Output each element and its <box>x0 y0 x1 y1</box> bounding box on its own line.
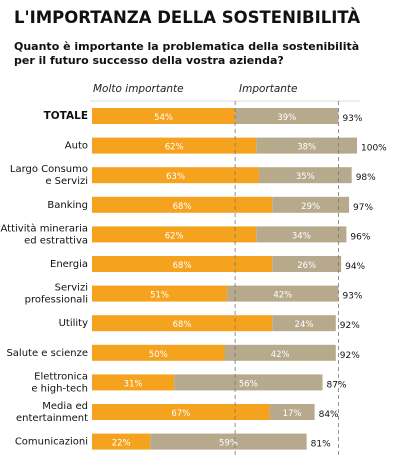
category-label: Auto <box>65 141 88 152</box>
value-label: 59% <box>219 438 238 448</box>
bar-segment <box>92 226 257 243</box>
bar-segment <box>272 256 342 272</box>
value-label: 38% <box>297 142 316 152</box>
chart-subtitle: Quanto è importante la problematica dell… <box>14 40 359 67</box>
bar-segment <box>174 374 323 391</box>
value-label: 34% <box>292 231 311 241</box>
chart-title: L'IMPORTANZA DELLA SOSTENIBILITÀ <box>14 8 360 27</box>
total-label: 84% <box>319 410 339 420</box>
bar-segment <box>272 196 350 213</box>
category-label: Elettronica e high-tech <box>31 371 88 394</box>
total-label: 81% <box>311 439 331 449</box>
bar-segment <box>92 167 259 184</box>
value-label: 50% <box>149 349 168 359</box>
total-label: 92% <box>340 350 360 360</box>
value-label: 63% <box>166 172 185 182</box>
total-label: 94% <box>345 262 365 272</box>
total-label: 93% <box>342 291 362 301</box>
legend-entry: Molto importante <box>93 83 184 95</box>
value-label: 51% <box>150 290 169 300</box>
category-label: Utility <box>59 318 88 329</box>
category-label: Media ed entertainment <box>16 401 88 424</box>
category-label: Energia <box>50 259 88 270</box>
category-label: Comunicazioni <box>15 437 88 448</box>
total-label: 87% <box>327 380 347 390</box>
value-label: 29% <box>301 201 320 211</box>
bar-segment <box>92 256 273 272</box>
bar-segment <box>269 404 315 420</box>
total-label: 93% <box>342 114 362 124</box>
total-label: 92% <box>340 321 360 331</box>
bar-segment <box>256 226 347 243</box>
bar-segment <box>227 285 339 302</box>
value-label: 24% <box>295 320 314 330</box>
value-label: 67% <box>171 409 190 419</box>
value-label: 17% <box>283 409 302 419</box>
bar-segment <box>150 433 307 450</box>
bar-segment <box>258 167 352 184</box>
category-label: Attività mineraria ed estrattiva <box>1 222 88 246</box>
bar-segment <box>92 108 236 124</box>
bar-segment <box>235 108 339 124</box>
value-label: 68% <box>173 261 192 271</box>
category-label: Servizi professionali <box>25 283 88 306</box>
value-label: 56% <box>239 379 258 389</box>
bar-segment <box>224 344 336 361</box>
value-label: 39% <box>277 113 296 123</box>
total-label: 97% <box>353 202 373 212</box>
bar-segment <box>272 315 336 332</box>
value-label: 68% <box>173 201 192 211</box>
bar-segment <box>92 315 273 332</box>
legend-entry: Importante <box>239 83 298 95</box>
bar-segment <box>92 374 175 391</box>
bar-segment <box>92 196 273 213</box>
value-label: 42% <box>271 349 290 359</box>
bar-segment <box>256 137 357 154</box>
total-label: 96% <box>350 232 370 242</box>
value-label: 68% <box>173 320 192 330</box>
category-label: TOTALE <box>44 110 88 122</box>
bar-segment <box>92 137 257 154</box>
value-label: 54% <box>154 113 173 123</box>
bar-segment <box>92 285 228 302</box>
value-label: 42% <box>273 290 292 300</box>
bar-segment <box>92 344 225 361</box>
total-label: 100% <box>361 143 387 153</box>
bar-segment <box>92 433 151 450</box>
value-label: 35% <box>296 172 315 182</box>
value-label: 26% <box>297 261 316 271</box>
category-label: Banking <box>47 200 88 211</box>
value-label: 62% <box>165 231 184 241</box>
category-label: Salute e scienze <box>6 348 88 359</box>
value-label: 31% <box>124 379 143 389</box>
total-label: 98% <box>356 173 376 183</box>
value-label: 62% <box>165 142 184 152</box>
value-label: 22% <box>112 438 131 448</box>
bar-segment <box>92 404 270 420</box>
category-label: Largo Consumo e Servizi <box>10 164 88 187</box>
